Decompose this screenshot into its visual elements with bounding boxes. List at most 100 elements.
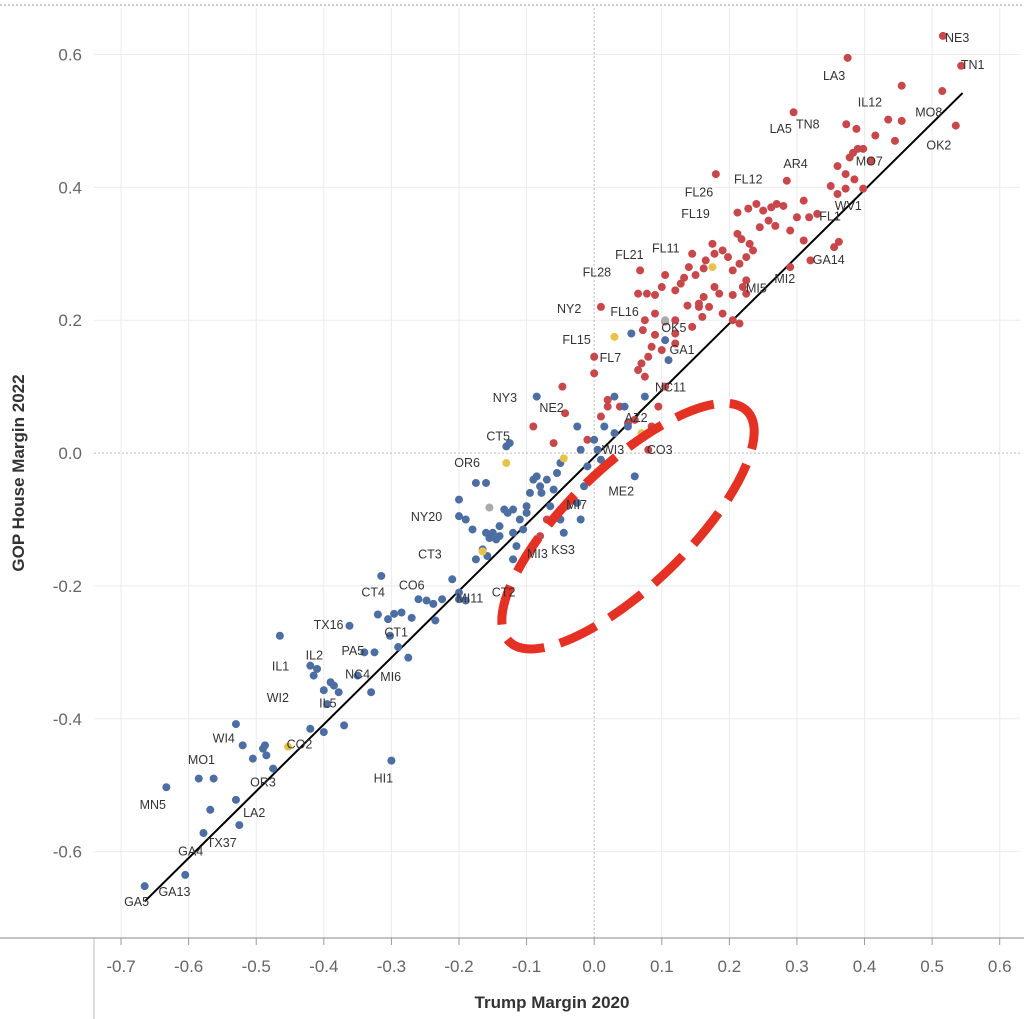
x-tick-label: -0.5	[242, 957, 271, 976]
data-point-dem	[661, 336, 670, 345]
data-point-rep	[728, 266, 737, 275]
point-label: NY20	[411, 510, 442, 524]
data-point-dem	[199, 829, 208, 838]
data-point-dem	[454, 588, 463, 597]
data-point-rep	[745, 239, 754, 248]
data-point-dem	[512, 542, 521, 551]
data-point-rep	[789, 108, 798, 117]
data-point-rep	[651, 309, 660, 318]
data-point-dem	[532, 392, 541, 401]
point-label: MO8	[915, 105, 942, 119]
point-label: CO2	[287, 738, 313, 752]
point-label: GA13	[158, 885, 190, 899]
x-tick-label: 0.5	[920, 957, 944, 976]
point-label: AZ2	[625, 411, 648, 425]
data-point-rep	[683, 301, 692, 310]
data-point-dem	[238, 741, 247, 750]
y-axis-title: GOP House Margin 2022	[9, 374, 28, 571]
data-point-rep	[806, 256, 815, 265]
data-point-dem	[522, 502, 531, 511]
data-point-rep	[742, 289, 751, 298]
data-point-rep	[833, 162, 842, 171]
point-label: FL15	[562, 333, 591, 347]
point-label: GA4	[178, 845, 203, 859]
data-point-rep	[590, 352, 599, 361]
data-point-dem	[664, 356, 673, 365]
data-point-other	[708, 263, 717, 272]
data-point-dem	[438, 595, 447, 604]
point-label: IL2	[306, 649, 323, 663]
data-point-rep	[749, 246, 758, 255]
data-point-dem	[390, 609, 399, 618]
data-point-dem	[454, 595, 463, 604]
data-point-dem	[471, 478, 480, 487]
point-label: TX16	[314, 618, 344, 632]
data-point-rep	[698, 312, 707, 321]
x-tick-label: -0.3	[377, 957, 406, 976]
point-label: CT1	[384, 625, 408, 639]
point-label: GA1	[670, 343, 695, 357]
data-point-rep	[640, 316, 649, 325]
data-point-rep	[957, 61, 966, 70]
data-point-gray	[661, 316, 670, 325]
x-tick-label: 0.1	[650, 957, 674, 976]
data-point-dem	[519, 525, 528, 534]
data-point-rep	[737, 235, 746, 244]
x-tick-label: -0.4	[309, 957, 338, 976]
point-label: CT4	[361, 586, 385, 600]
x-tick-label: -0.1	[512, 957, 541, 976]
data-point-other	[283, 742, 292, 751]
data-point-rep	[694, 302, 703, 311]
data-point-rep	[826, 182, 835, 191]
data-point-rep	[834, 237, 843, 246]
data-point-rep	[786, 263, 795, 272]
data-point-dem	[397, 608, 406, 617]
data-point-dem	[596, 455, 605, 464]
data-point-rep	[638, 326, 647, 335]
data-point-rep	[603, 395, 612, 404]
point-label: LA3	[823, 69, 845, 83]
point-label: MI2	[774, 272, 795, 286]
point-label: LA5	[770, 122, 792, 136]
data-point-rep	[752, 199, 761, 208]
data-point-dem	[509, 528, 518, 537]
data-point-rep	[764, 216, 773, 225]
data-point-rep	[688, 322, 697, 331]
data-point-rep	[742, 276, 751, 285]
data-point-dem	[319, 728, 328, 737]
data-point-dem	[323, 700, 332, 709]
y-tick-label: 0.0	[58, 444, 82, 463]
data-point-rep	[842, 120, 851, 129]
data-point-dem	[553, 469, 561, 477]
data-point-rep	[634, 289, 643, 298]
data-point-dem	[194, 774, 203, 783]
point-label: ME2	[608, 485, 634, 499]
data-point-rep	[710, 283, 719, 291]
point-label: IL5	[319, 697, 336, 711]
point-label: PA5	[342, 644, 365, 658]
data-point-rep	[654, 402, 663, 411]
data-point-dem	[525, 488, 534, 497]
data-point-rep	[596, 302, 605, 311]
data-point-rep	[813, 209, 822, 218]
data-point-rep	[657, 346, 666, 355]
point-label: TN8	[796, 117, 820, 131]
data-point-rep	[805, 213, 814, 222]
data-point-rep	[767, 203, 776, 212]
data-point-dem	[600, 422, 609, 431]
y-tick-label: -0.6	[53, 843, 82, 862]
data-point-rep	[852, 124, 861, 133]
y-tick-label: 0.2	[58, 311, 82, 330]
point-label: MI11	[456, 592, 483, 606]
data-point-rep	[897, 81, 906, 90]
x-tick-label: -0.6	[174, 957, 203, 976]
data-point-dem	[377, 571, 386, 580]
data-point-dem	[468, 525, 477, 534]
data-point-rep	[771, 221, 780, 230]
data-point-dem	[384, 615, 393, 624]
data-point-dem	[627, 329, 636, 338]
data-point-rep	[699, 264, 708, 273]
data-point-dem	[429, 599, 438, 608]
data-point-rep	[642, 289, 651, 298]
